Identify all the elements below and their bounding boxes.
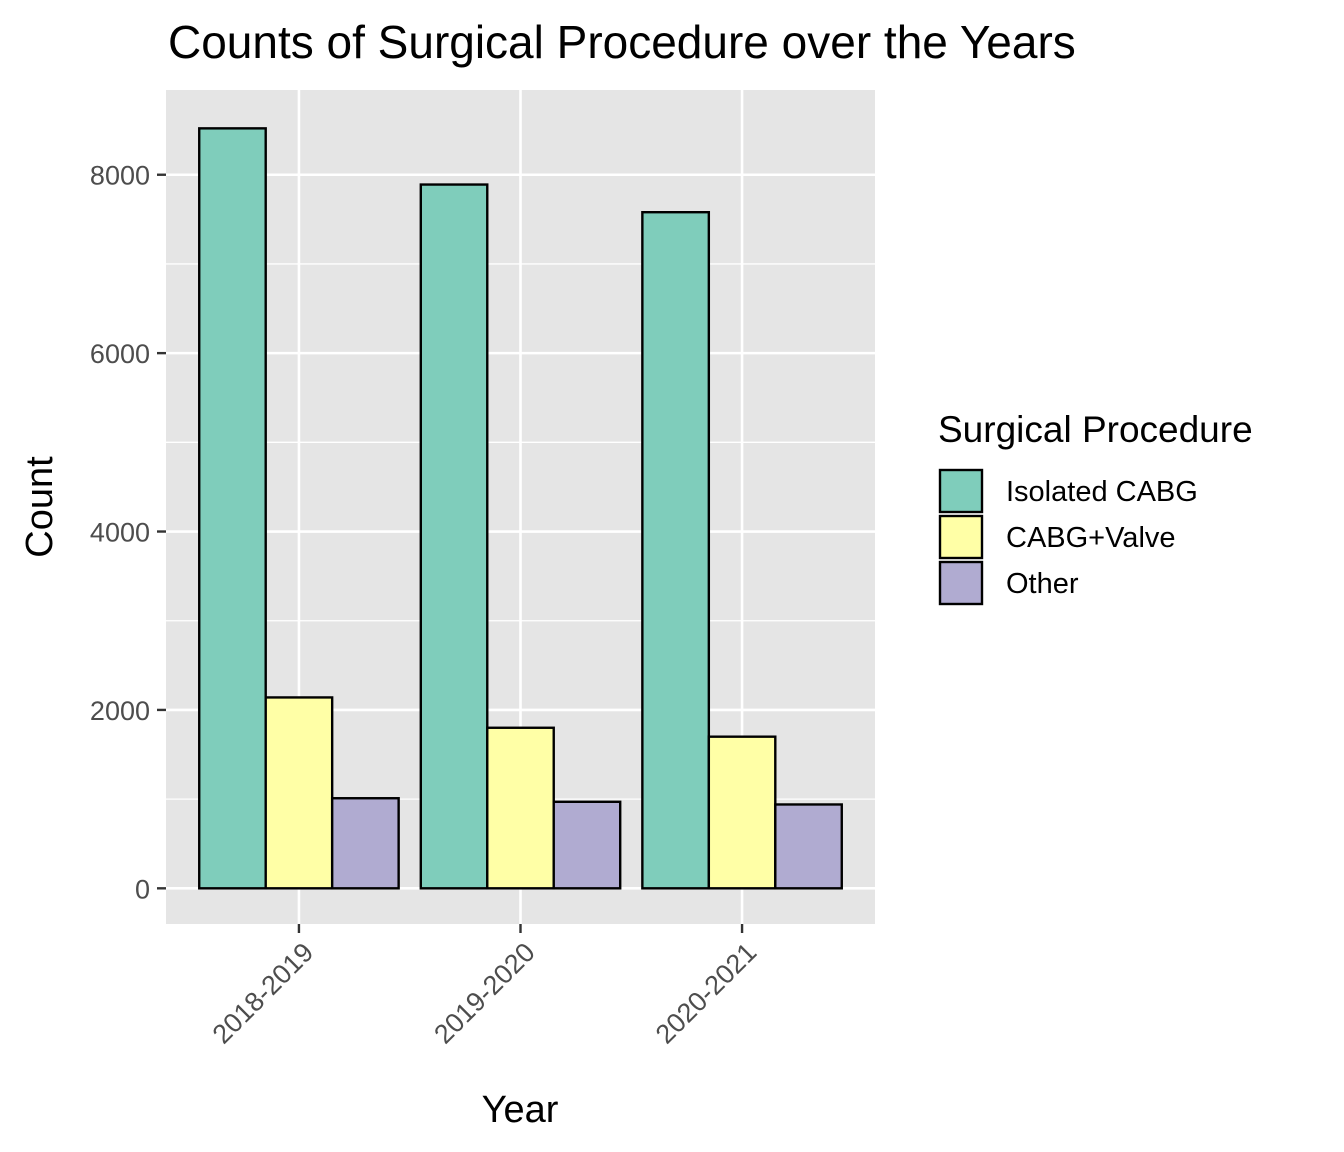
- legend: Surgical Procedure Isolated CABG CABG+Val…: [938, 409, 1253, 606]
- chart-title: Counts of Surgical Procedure over the Ye…: [168, 16, 1076, 68]
- x-tick-label: 2020-2021: [650, 937, 763, 1050]
- legend-label: Isolated CABG: [1006, 476, 1198, 508]
- bar: [486, 726, 555, 890]
- bars: [198, 127, 843, 890]
- x-axis-title: Year: [482, 1089, 559, 1131]
- y-tick-label: 0: [135, 874, 150, 904]
- y-tick-label: 4000: [90, 518, 150, 548]
- bar: [330, 797, 400, 890]
- y-tick-label: 2000: [90, 696, 150, 726]
- legend-label: Other: [1006, 568, 1079, 600]
- bar: [419, 183, 489, 890]
- x-tick-label: 2019-2020: [428, 937, 541, 1050]
- bar: [641, 211, 711, 890]
- y-axis-title: Count: [19, 456, 61, 558]
- legend-title: Surgical Procedure: [938, 409, 1253, 450]
- legend-key: [938, 560, 984, 606]
- x-tick-label: 2018-2019: [207, 937, 320, 1050]
- bar: [552, 800, 622, 890]
- bar: [264, 696, 334, 890]
- legend-label: CABG+Valve: [1006, 522, 1176, 554]
- legend-items: Isolated CABG CABG+Valve Other: [938, 468, 1198, 606]
- x-axis: 2018-2019 2019-2020 2020-2021: [207, 924, 763, 1050]
- y-tick-label: 6000: [90, 339, 150, 369]
- legend-key: [938, 468, 984, 514]
- y-tick-label: 8000: [90, 161, 150, 191]
- legend-key: [938, 514, 984, 560]
- bar: [198, 127, 267, 890]
- bar: [707, 735, 777, 890]
- bar: [774, 803, 843, 890]
- y-axis: 0 2000 4000 6000 8000: [90, 161, 166, 904]
